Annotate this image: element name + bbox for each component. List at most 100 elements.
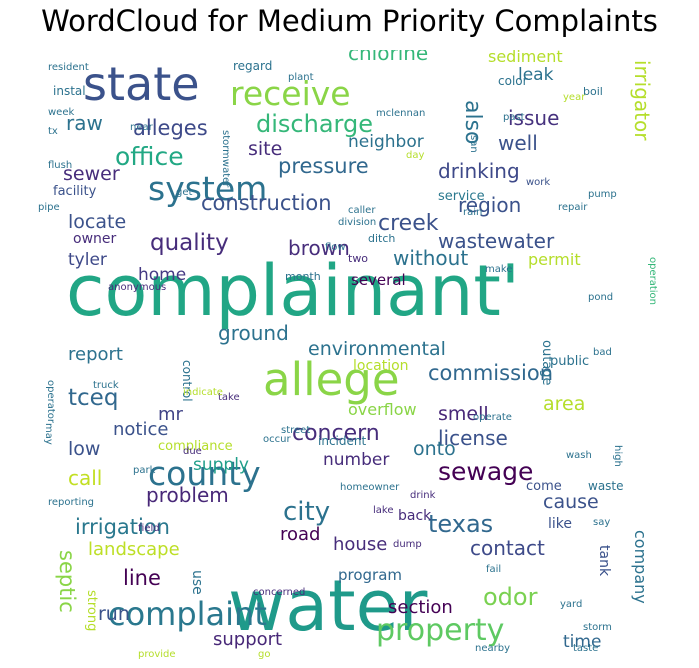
cloud-word: septic — [55, 550, 79, 613]
cloud-word: mr — [158, 404, 184, 425]
cloud-word: field — [138, 523, 160, 534]
cloud-word: pond — [588, 292, 613, 303]
cloud-word: operator — [45, 380, 56, 424]
cloud-word: dump — [393, 539, 422, 550]
cloud-word: strong — [84, 590, 99, 631]
cloud-word: call — [68, 466, 102, 490]
cloud-word: time — [563, 632, 601, 652]
cloud-word: pump — [588, 189, 617, 200]
cloud-word: number — [323, 450, 389, 470]
cloud-word: year — [563, 92, 586, 103]
cloud-word: wash — [566, 450, 592, 461]
cloud-word: operation — [647, 257, 658, 305]
cloud-word: tyler — [68, 250, 107, 270]
cloud-word: homeowner — [340, 482, 400, 493]
cloud-word: run — [98, 603, 130, 625]
cloud-word: section — [388, 597, 453, 618]
cloud-word: cause — [543, 491, 599, 513]
cloud-word: odor — [483, 583, 538, 611]
cloud-word: smell — [438, 403, 489, 425]
cloud-word: ground — [218, 321, 289, 345]
cloud-word: make — [485, 264, 512, 275]
cloud-word: without — [393, 246, 468, 270]
cloud-word: due — [183, 446, 202, 457]
cloud-word: drink — [410, 490, 436, 501]
cloud-word: county — [148, 454, 261, 493]
cloud-word: instal — [53, 84, 86, 98]
cloud-word: nearby — [475, 643, 510, 654]
cloud-word: location — [353, 358, 409, 374]
cloud-word: back — [398, 508, 432, 524]
cloud-word: resident — [48, 62, 89, 73]
cloud-word: brown — [288, 236, 350, 260]
cloud-word: owner — [73, 231, 117, 247]
cloud-word: use — [189, 570, 205, 595]
cloud-word: site — [248, 138, 282, 160]
cloud-word: stormwater — [220, 130, 231, 188]
cloud-word: repair — [558, 202, 588, 213]
cloud-word: waste — [588, 479, 624, 493]
cloud-word: san — [468, 135, 479, 153]
cloud-word: indicate — [183, 387, 223, 398]
cloud-word: pipe — [38, 202, 60, 213]
cloud-word: take — [218, 392, 240, 403]
cloud-word: boil — [583, 85, 603, 98]
cloud-word: raw — [66, 111, 103, 135]
cloud-word: concern — [292, 421, 380, 446]
cloud-word: say — [593, 517, 610, 528]
cloud-word: road — [280, 524, 320, 545]
cloud-word: work — [526, 177, 550, 188]
cloud-word: license — [438, 426, 508, 450]
cloud-word: sediment — [488, 50, 563, 66]
cloud-word: area — [543, 393, 585, 415]
cloud-word: company — [631, 530, 650, 604]
cloud-word: allege — [263, 353, 400, 406]
cloud-word: day — [406, 150, 424, 161]
cloud-word: tank — [596, 545, 612, 577]
cloud-word: several — [351, 271, 406, 289]
cloud-word: regard — [233, 59, 272, 73]
cloud-word: issue — [508, 106, 559, 130]
cloud-word: plant — [288, 72, 314, 83]
cloud-word: get — [176, 187, 193, 198]
cloud-word: overflow — [348, 400, 417, 419]
cloud-word: two — [348, 252, 368, 265]
cloud-word: texas — [428, 510, 493, 538]
cloud-word: outage — [539, 340, 554, 386]
cloud-word: flow — [325, 242, 346, 253]
cloud-word: street — [281, 425, 310, 436]
cloud-word: week — [48, 107, 74, 118]
cloud-word: high — [612, 445, 623, 467]
cloud-word: park — [133, 465, 156, 476]
cloud-word: go — [258, 649, 270, 660]
cloud-word: chlorine — [348, 50, 428, 65]
cloud-word: irrigator — [630, 60, 654, 141]
cloud-word: like — [548, 516, 572, 532]
cloud-word: storm — [583, 622, 612, 633]
cloud-word: incident — [318, 434, 366, 448]
cloud-word: commission — [428, 361, 553, 385]
cloud-word: report — [68, 344, 123, 365]
cloud-word: reporting — [48, 497, 94, 508]
cloud-word: supply — [193, 455, 249, 475]
cloud-word: low — [68, 438, 100, 460]
cloud-word: concerned — [253, 587, 305, 598]
cloud-word: leak — [518, 65, 554, 85]
cloud-word: service — [438, 189, 485, 204]
cloud-word: alleges — [133, 116, 208, 140]
cloud-word: irrigation — [75, 515, 170, 539]
cloud-word: creek — [378, 211, 439, 236]
cloud-word: locate — [68, 211, 126, 233]
cloud-word: past — [503, 112, 525, 123]
cloud-word: compliance — [158, 439, 233, 454]
cloud-word: anonymous — [108, 282, 166, 293]
cloud-word: caller — [348, 205, 376, 216]
word-cloud: complainant' water allege state receive syste… — [38, 50, 658, 660]
cloud-word: system — [148, 169, 267, 208]
cloud-word: wastewater — [438, 229, 555, 253]
cloud-word: notice — [113, 419, 168, 440]
cloud-word: yard — [560, 599, 582, 610]
cloud-word: division — [338, 217, 376, 228]
cloud-word: pressure — [278, 154, 369, 178]
cloud-word: taste — [573, 643, 598, 654]
